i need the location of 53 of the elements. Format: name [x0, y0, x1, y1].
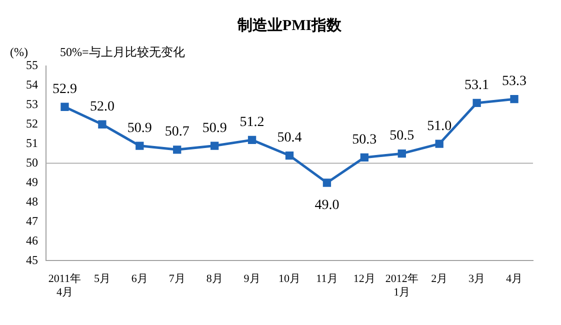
data-label: 50.7	[164, 124, 190, 140]
point	[510, 95, 518, 104]
point	[136, 142, 144, 150]
y-axis-title: (%)	[10, 45, 28, 59]
point	[472, 98, 481, 108]
x-tick-label: 10月	[278, 273, 300, 286]
data-label: 49.0	[314, 198, 340, 213]
y-tick-label: 52	[26, 116, 38, 131]
x-tick-label: 7月	[168, 273, 186, 286]
y-tick-label: 47	[26, 214, 38, 228]
data-label: 50.5	[390, 128, 414, 144]
x-tick-label: 9月	[244, 273, 260, 286]
x-tick-label: 8月	[206, 273, 223, 286]
x-tick-label: 2011年 4月	[48, 273, 82, 298]
data-label: 53.3	[502, 74, 527, 90]
point	[285, 151, 294, 160]
chart-title: 制造业PMI指数	[236, 17, 343, 34]
point	[98, 120, 106, 128]
data-label: 50.9	[202, 120, 227, 136]
point	[322, 178, 332, 187]
data-label: 53.1	[464, 78, 490, 93]
y-tick-label: 53	[26, 97, 38, 112]
point	[435, 140, 444, 148]
x-tick-label: 2月	[431, 273, 448, 286]
point	[60, 102, 69, 111]
data-label: 52.9	[52, 82, 77, 97]
data-label: 50.3	[352, 132, 377, 148]
y-tick-label: 51	[26, 136, 38, 150]
x-tick-label: 3月	[468, 273, 486, 286]
y-tick-label: 49	[26, 174, 38, 189]
point	[173, 146, 182, 154]
x-tick-label: 5月	[94, 273, 110, 286]
point	[360, 153, 368, 162]
data-label: 50.9	[127, 120, 152, 136]
y-tick-label: 50	[26, 155, 38, 170]
y-tick-label: 54	[26, 78, 38, 92]
y-tick-label: 46	[26, 233, 38, 248]
data-label: 52.0	[90, 99, 114, 114]
point	[210, 142, 219, 150]
x-tick-label: 4月	[506, 273, 523, 286]
x-tick-label: 6月	[131, 273, 148, 286]
y-tick-label: 55	[26, 58, 38, 72]
x-tick-label: 11月	[316, 273, 338, 286]
y-tick-label: 48	[26, 194, 38, 208]
y-tick-label: 45	[26, 252, 38, 267]
data-label: 50.4	[277, 130, 302, 146]
x-tick-label: 12月	[353, 273, 376, 286]
x-tick-label: 2012年 1月	[385, 273, 418, 298]
point	[248, 136, 256, 144]
data-label: 51.2	[240, 114, 264, 130]
data-label: 51.0	[427, 118, 452, 134]
point	[398, 149, 406, 158]
text: 50%=与上月比较无变化	[60, 45, 185, 59]
